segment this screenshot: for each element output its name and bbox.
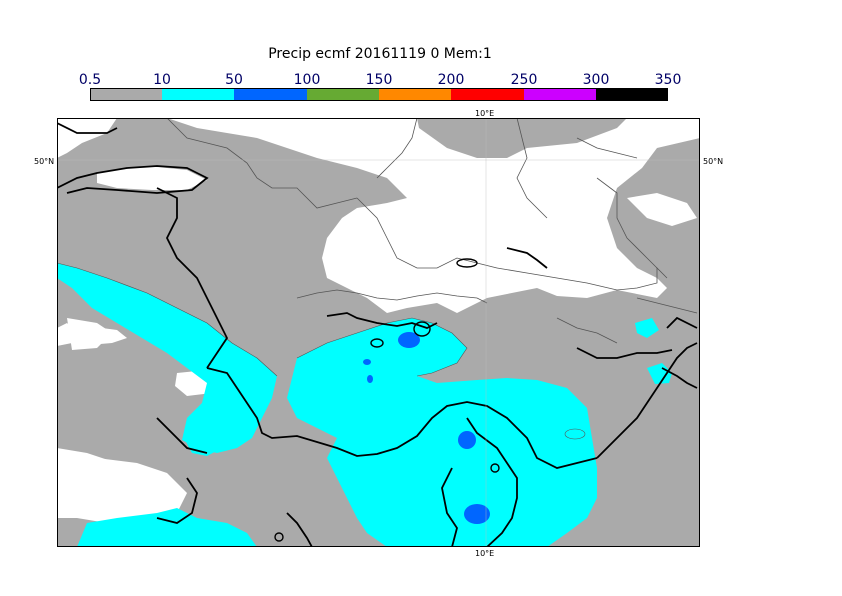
colorbar-label: 300 [582,72,610,88]
colorbar-label: 10 [153,72,171,88]
colorbar-swatch [596,88,668,101]
precip-area-10-50 [287,318,597,547]
precip-area-10-50 [635,318,659,338]
colorbar-swatch [90,88,162,101]
no-precip-area [167,118,700,313]
colorbar-swatch [234,88,307,101]
no-precip-area [627,193,697,226]
colorbar-label: 150 [365,72,393,88]
graticule [57,118,700,547]
precip-area-50-100 [464,504,490,524]
precip-area-10-50 [357,493,407,533]
map-frame [57,118,700,547]
coastlines [57,122,698,547]
no-precip-area [97,166,207,190]
colorbar-label: 250 [510,72,538,88]
colorbar-label: 350 [654,72,682,88]
precip-area-50-100 [367,375,373,383]
colorbar-swatch [162,88,234,101]
colorbar-label: 100 [293,72,321,88]
precip-area-10-50 [185,423,232,456]
precip-area-50-100 [398,332,420,348]
colorbar-label: 50 [225,72,243,88]
colorbar-swatch [451,88,524,101]
colorbar-swatch [524,88,596,101]
precip-area-10-50 [77,508,257,547]
no-precip-area [57,118,117,158]
map-title: Precip ecmf 20161119 0 Mem:1 [268,46,492,62]
lon-label-top: 10°E [475,109,495,118]
lat-label-right: 50°N [703,157,724,166]
colorbar-label: 0.5 [78,72,102,88]
precip-area-10-50 [647,363,672,384]
lakes [274,258,500,542]
colorbar-swatch [307,88,379,101]
colorbar-label: 200 [437,72,465,88]
lon-label-bottom: 10°E [475,549,495,558]
precip-map [57,118,700,547]
precip-contours [57,262,586,440]
map-svg [57,118,700,547]
precip-area-50-100 [458,431,476,449]
no-precip-area [67,318,112,350]
precip-area-10-50 [57,263,277,453]
no-precip-area [57,453,187,523]
colorbar-swatch [379,88,451,101]
country-borders [166,118,698,344]
precip-area-50-100 [363,359,371,365]
lat-label-left: 50°N [34,157,55,166]
